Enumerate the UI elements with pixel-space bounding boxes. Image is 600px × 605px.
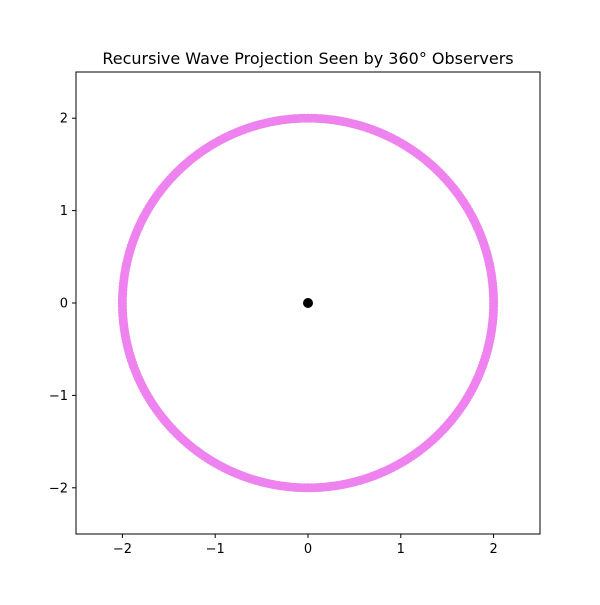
plot-area <box>117 113 499 493</box>
y-tick-label: −2 <box>49 481 68 496</box>
ring-point <box>489 301 499 311</box>
chart-title: Recursive Wave Projection Seen by 360° O… <box>102 49 513 68</box>
y-tick-label: −1 <box>49 389 68 404</box>
x-tick-label: −2 <box>113 542 132 557</box>
x-tick-label: −1 <box>206 542 225 557</box>
x-axis: −2 −1 0 1 2 <box>113 534 498 557</box>
y-axis: −2 −1 0 1 2 <box>49 112 76 496</box>
center-point <box>303 298 313 308</box>
x-tick-label: 2 <box>489 542 497 557</box>
x-tick-label: 0 <box>304 542 312 557</box>
x-tick-label: 1 <box>397 542 405 557</box>
y-tick-label: 1 <box>60 204 68 219</box>
y-tick-label: 2 <box>60 112 68 127</box>
y-tick-label: 0 <box>60 297 68 312</box>
